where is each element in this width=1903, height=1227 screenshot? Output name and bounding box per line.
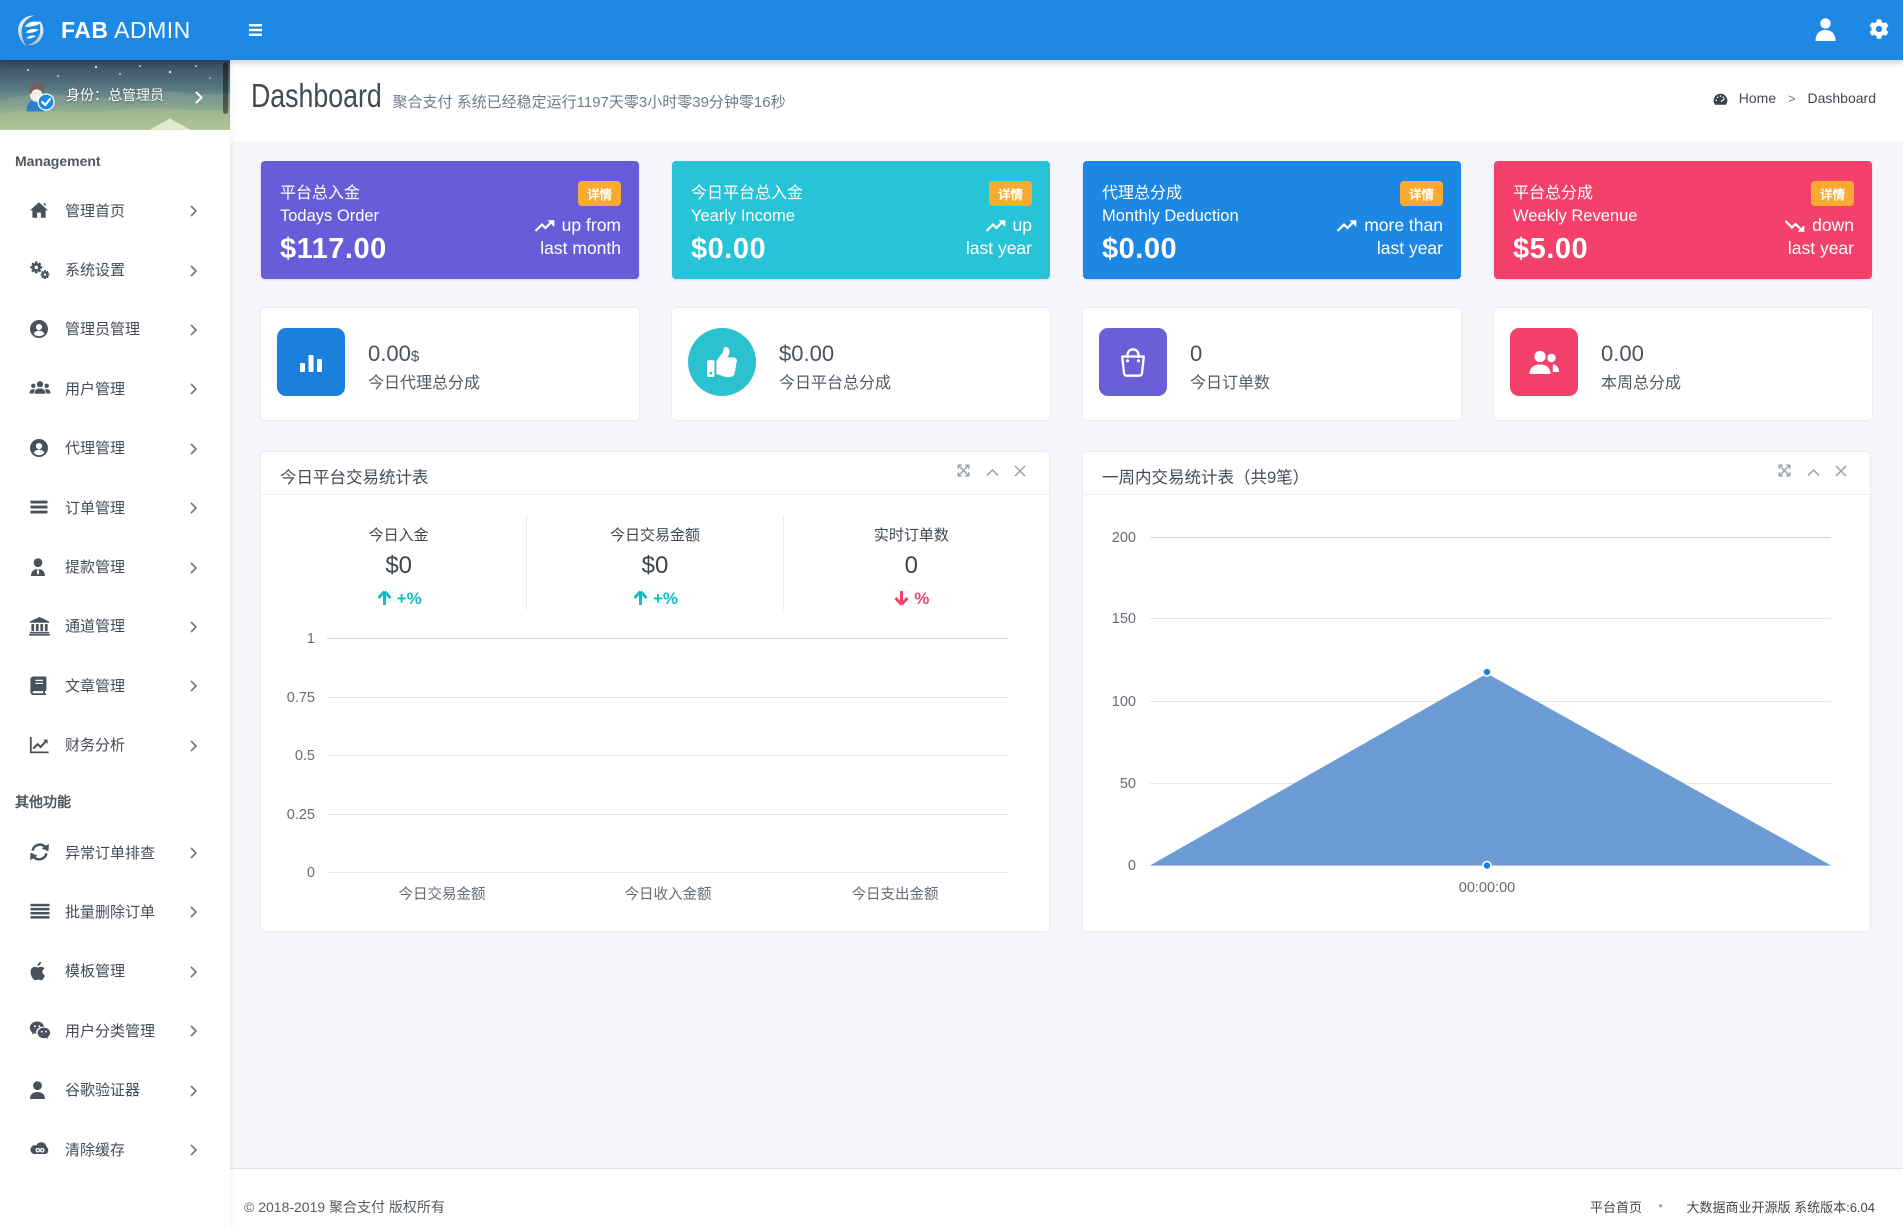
svg-text:50: 50 bbox=[1120, 776, 1136, 792]
svg-text:0: 0 bbox=[307, 865, 315, 881]
svg-text:0: 0 bbox=[1128, 858, 1136, 874]
svg-text:今日支出金额: 今日支出金额 bbox=[852, 886, 939, 903]
svg-text:今日交易金额: 今日交易金额 bbox=[399, 885, 486, 903]
svg-text:0.5: 0.5 bbox=[295, 748, 315, 764]
svg-text:00:00:00: 00:00:00 bbox=[1459, 880, 1515, 896]
svg-text:200: 200 bbox=[1112, 530, 1136, 546]
svg-text:0.25: 0.25 bbox=[287, 807, 315, 823]
svg-text:今日收入金额: 今日收入金额 bbox=[625, 886, 712, 903]
svg-text:150: 150 bbox=[1112, 611, 1136, 627]
svg-text:100: 100 bbox=[1112, 694, 1136, 710]
svg-text:0.75: 0.75 bbox=[287, 690, 315, 706]
svg-text:1: 1 bbox=[307, 631, 315, 647]
